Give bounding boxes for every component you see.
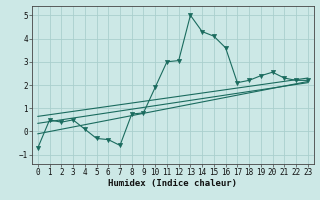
X-axis label: Humidex (Indice chaleur): Humidex (Indice chaleur) xyxy=(108,179,237,188)
